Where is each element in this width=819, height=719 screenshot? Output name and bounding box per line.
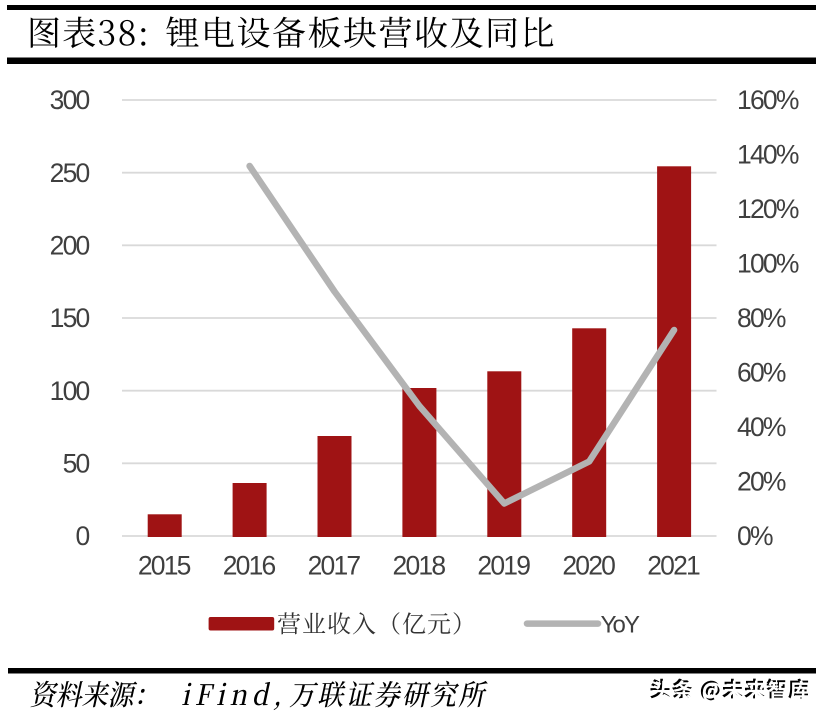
- svg-text:50: 50: [63, 449, 90, 479]
- svg-text:0: 0: [76, 521, 90, 551]
- svg-text:40%: 40%: [737, 412, 786, 442]
- svg-text:200: 200: [50, 231, 90, 261]
- svg-text:300: 300: [50, 85, 90, 115]
- svg-text:60%: 60%: [737, 358, 786, 388]
- svg-text:2018: 2018: [393, 551, 446, 581]
- svg-text:250: 250: [50, 158, 90, 188]
- svg-text:2015: 2015: [138, 551, 191, 581]
- svg-text:20%: 20%: [737, 467, 786, 497]
- svg-text:140%: 140%: [737, 140, 799, 170]
- svg-text:120%: 120%: [737, 194, 799, 224]
- svg-text:2016: 2016: [223, 551, 276, 581]
- svg-text:160%: 160%: [737, 85, 799, 115]
- svg-text:80%: 80%: [737, 303, 786, 333]
- svg-text:150: 150: [50, 303, 90, 333]
- svg-text:0%: 0%: [737, 521, 773, 551]
- svg-text:2019: 2019: [477, 551, 530, 581]
- svg-text:2020: 2020: [562, 551, 615, 581]
- svg-text:YoY: YoY: [601, 612, 641, 639]
- svg-text:2017: 2017: [308, 551, 361, 581]
- svg-text:2021: 2021: [647, 551, 700, 581]
- svg-text:100: 100: [50, 376, 90, 406]
- svg-text:100%: 100%: [737, 249, 799, 279]
